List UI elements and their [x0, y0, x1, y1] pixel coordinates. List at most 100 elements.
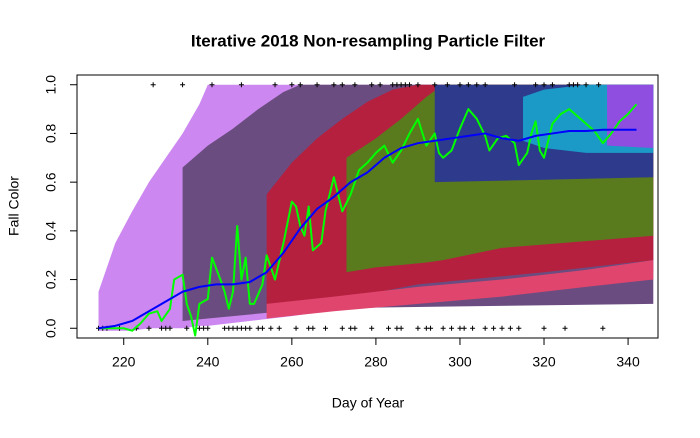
observation-point: [432, 82, 438, 88]
observation-point: [402, 82, 408, 88]
observation-point: [293, 325, 299, 331]
observation-point: [398, 82, 404, 88]
observation-point: [276, 325, 282, 331]
observation-point: [499, 325, 505, 331]
observation-point: [461, 325, 467, 331]
x-axis-label: Day of Year: [332, 395, 405, 411]
observation-point: [457, 325, 463, 331]
chart-title: Iterative 2018 Non-resampling Particle F…: [191, 31, 546, 50]
x-tick-label: 300: [448, 354, 472, 370]
y-tick-label: 1.0: [43, 75, 59, 95]
observation-point: [331, 82, 337, 88]
observation-point: [159, 325, 165, 331]
interval-band: [266, 260, 654, 319]
observation-point: [238, 82, 244, 88]
observation-point: [352, 82, 358, 88]
observation-point: [268, 325, 274, 331]
observation-point: [322, 325, 328, 331]
x-tick-label: 260: [280, 354, 304, 370]
observation-point: [541, 325, 547, 331]
observation-point: [352, 325, 358, 331]
observation-point: [570, 82, 576, 88]
observation-point: [297, 82, 303, 88]
observation-point: [272, 82, 278, 88]
observation-point: [243, 325, 249, 331]
observation-point: [470, 325, 476, 331]
series-line: [98, 103, 638, 337]
observation-point: [507, 325, 513, 331]
observation-point: [196, 325, 202, 331]
observation-point: [150, 82, 156, 88]
observation-point: [369, 325, 375, 331]
observation-point: [474, 82, 480, 88]
observation-point: [230, 325, 236, 331]
observation-point: [394, 82, 400, 88]
observation-point: [377, 82, 383, 88]
observation-point: [146, 325, 152, 331]
x-tick-label: 280: [364, 354, 388, 370]
x-tick-label: 220: [112, 354, 136, 370]
x-tick-label: 240: [196, 354, 220, 370]
observation-point: [184, 325, 190, 331]
observation-point: [163, 325, 169, 331]
observation-point: [289, 82, 295, 88]
observation-point: [310, 325, 316, 331]
observation-point: [549, 82, 555, 88]
y-tick-label: 0.2: [43, 270, 59, 290]
observation-point: [314, 82, 320, 88]
observation-point: [390, 82, 396, 88]
x-tick-label: 340: [616, 354, 640, 370]
plot-frame: [76, 74, 659, 339]
y-tick-label: 0.0: [43, 318, 59, 338]
observation-point: [415, 325, 421, 331]
observation-point: [247, 325, 253, 331]
observation-point: [339, 325, 345, 331]
x-tick-label: 320: [532, 354, 556, 370]
observation-point: [583, 82, 589, 88]
observation-point: [600, 325, 606, 331]
observation-point: [209, 82, 215, 88]
observation-point: [596, 82, 602, 88]
observation-point: [234, 325, 240, 331]
observation-point: [562, 325, 568, 331]
y-tick-label: 0.8: [43, 124, 59, 144]
observation-point: [512, 82, 518, 88]
observation-point: [541, 82, 547, 88]
observation-point: [449, 325, 455, 331]
plot-area: [96, 82, 654, 337]
observation-point: [306, 325, 312, 331]
observation-point: [369, 82, 375, 88]
observation-point: [394, 325, 400, 331]
observation-point: [348, 325, 354, 331]
observation-point: [415, 82, 421, 88]
series-line: [98, 128, 637, 330]
observation-point: [180, 82, 186, 88]
interval-band: [607, 84, 654, 149]
y-tick-label: 0.6: [43, 172, 59, 192]
observation-point: [444, 82, 450, 88]
observation-point: [226, 325, 232, 331]
observation-point: [407, 82, 413, 88]
observation-point: [428, 325, 434, 331]
observation-point: [259, 325, 265, 331]
observation-point: [482, 325, 488, 331]
y-axis-label: Fall Color: [6, 176, 22, 236]
observation-point: [575, 82, 581, 88]
y-tick-label: 0.4: [43, 221, 59, 241]
observation-point: [533, 82, 539, 88]
observation-point: [205, 325, 211, 331]
observation-point: [255, 325, 261, 331]
observation-point: [238, 325, 244, 331]
observation-point: [491, 325, 497, 331]
observation-point: [516, 325, 522, 331]
observation-point: [167, 325, 173, 331]
observation-point: [482, 82, 488, 88]
observation-point: [566, 82, 572, 88]
observation-point: [440, 325, 446, 331]
observation-point: [398, 325, 404, 331]
observation-point: [465, 82, 471, 88]
observation-point: [201, 325, 207, 331]
observation-point: [339, 82, 345, 88]
observation-point: [457, 82, 463, 88]
